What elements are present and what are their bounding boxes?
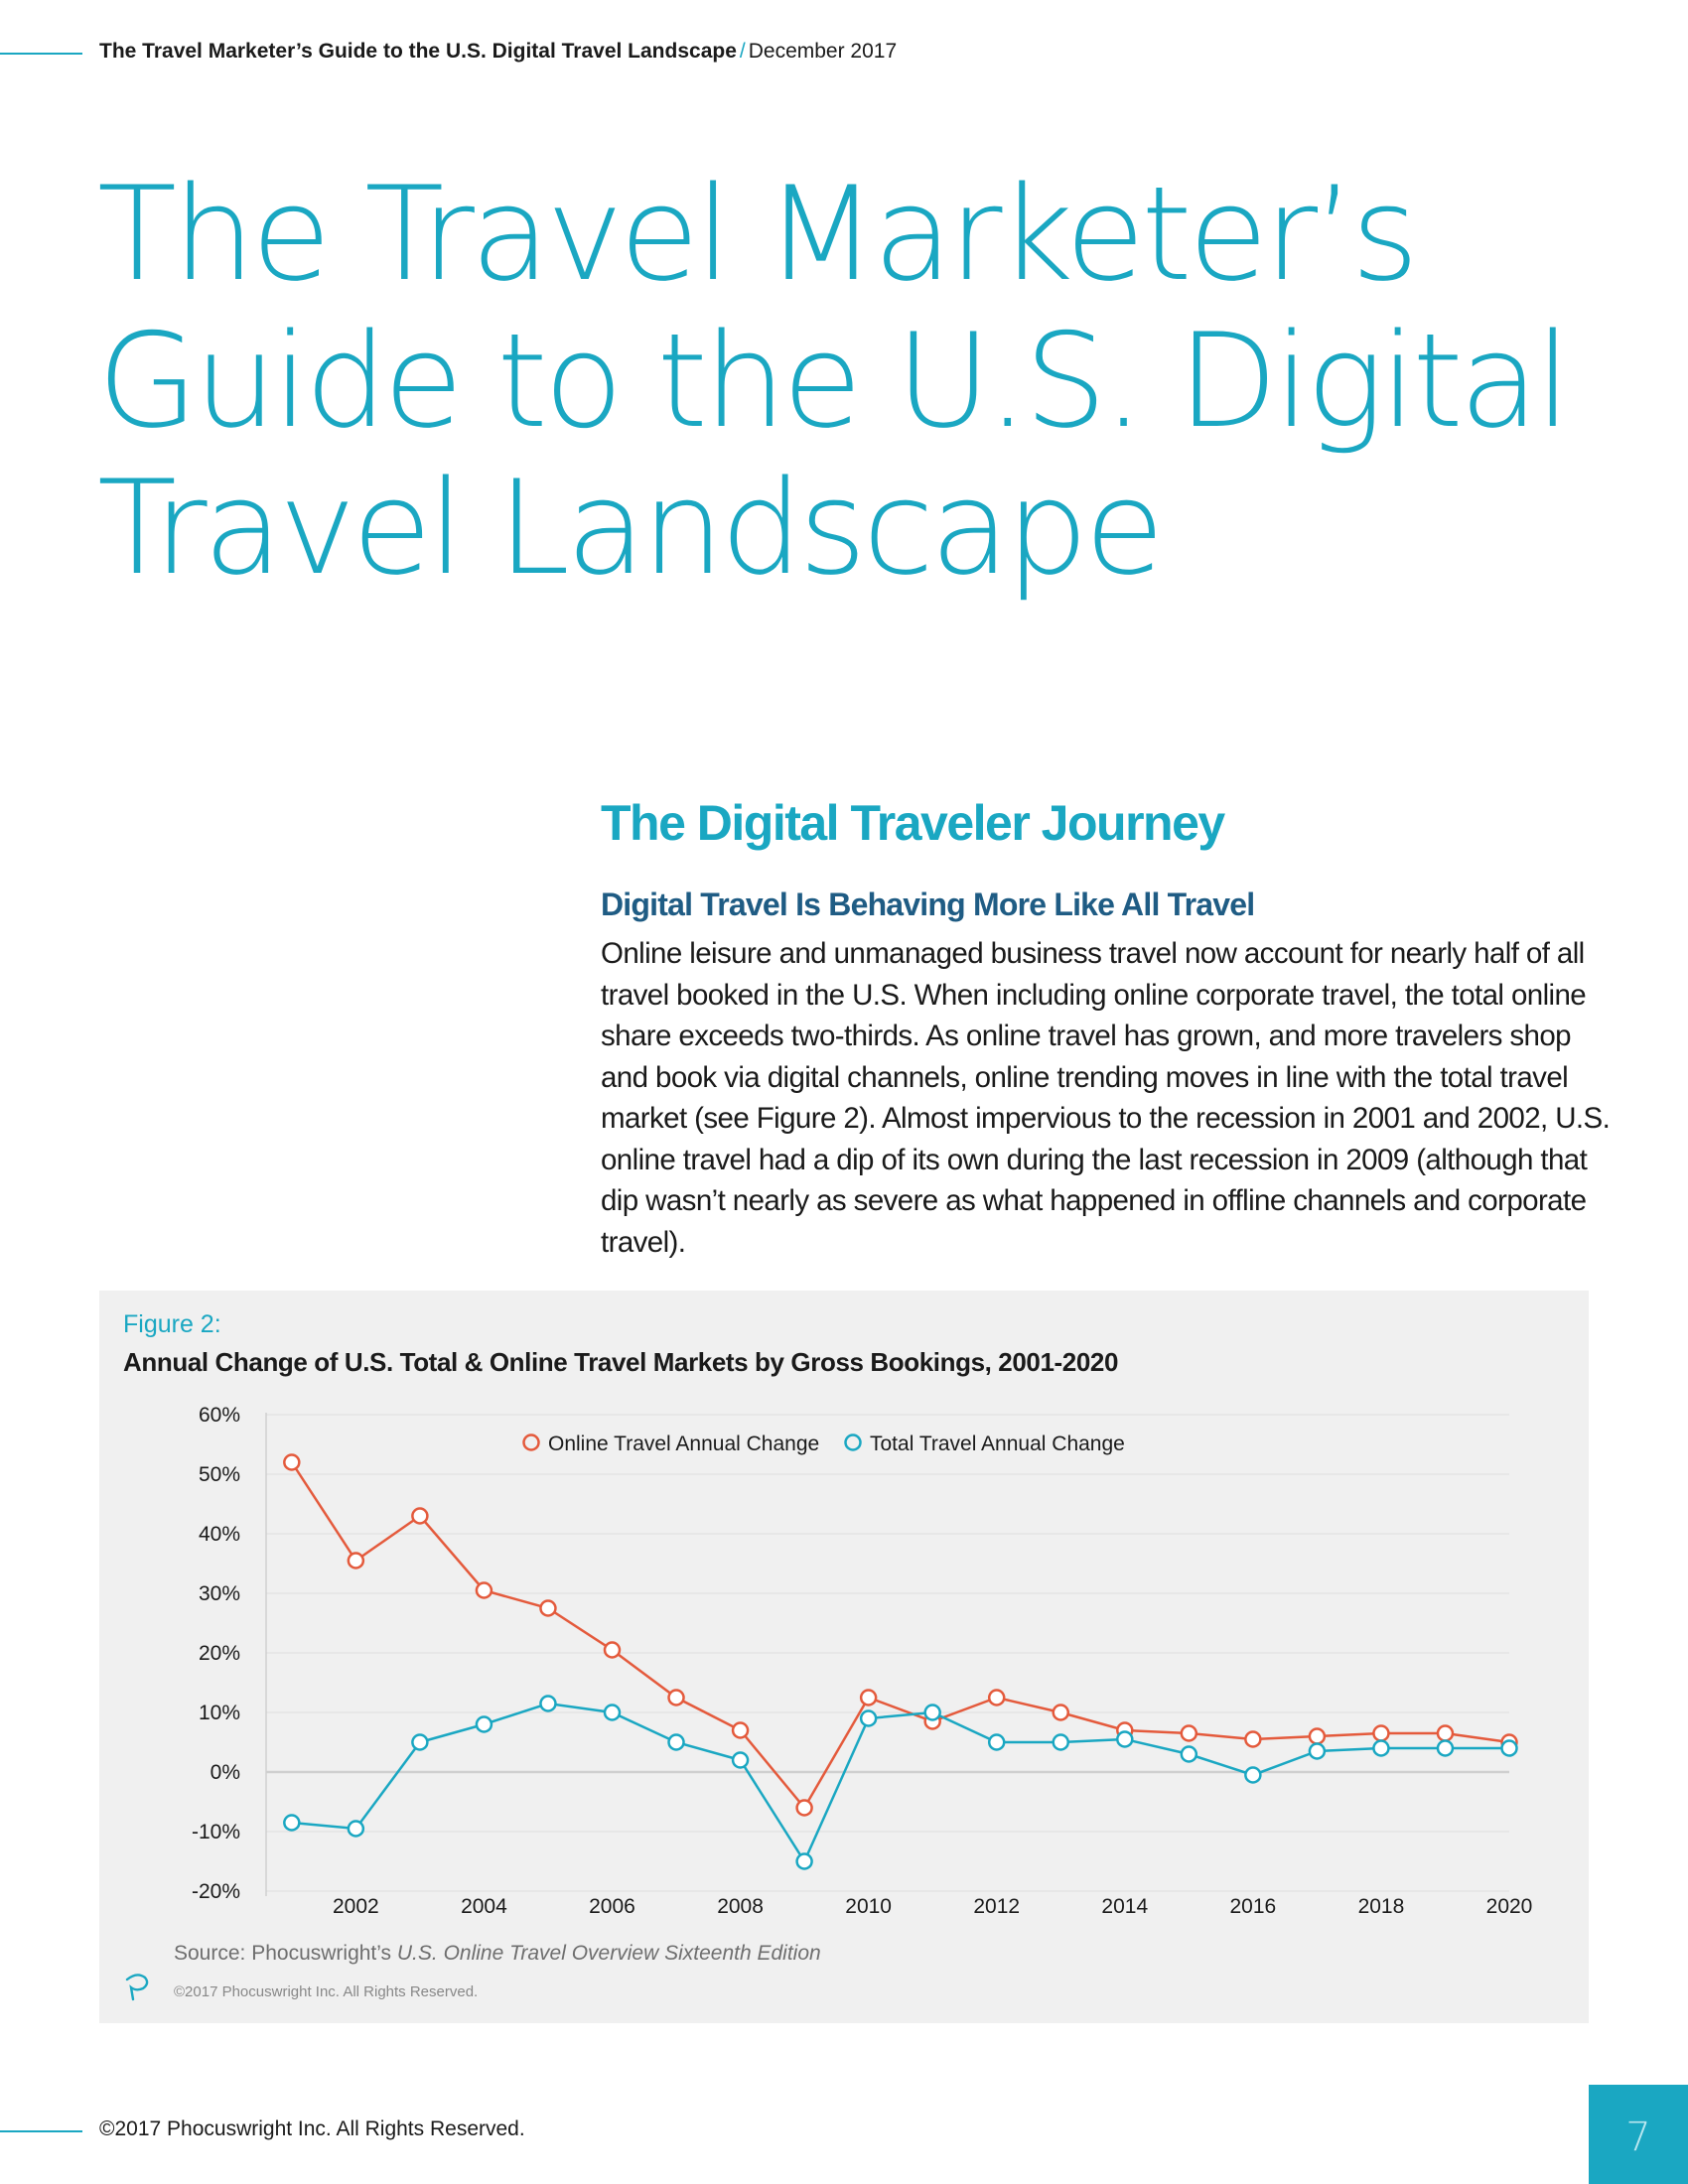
- y-tick-label: 40%: [199, 1523, 240, 1546]
- series-1-point: [347, 1820, 365, 1838]
- section-subtitle: Digital Travel Is Behaving More Like All…: [601, 887, 1255, 922]
- series-1-point: [1436, 1739, 1455, 1757]
- series-1-point: [1180, 1745, 1198, 1763]
- footer-rule: [0, 2130, 82, 2132]
- series-0-point: [347, 1552, 365, 1570]
- figure-source: Source: Phocuswright’s U.S. Online Trave…: [174, 1942, 821, 1966]
- series-1-point: [411, 1733, 429, 1751]
- figure-title: Annual Change of U.S. Total & Online Tra…: [123, 1347, 1119, 1377]
- series-1-point: [987, 1733, 1006, 1751]
- x-tick-label: 2020: [1486, 1895, 1533, 1918]
- header-title: The Travel Marketer’s Guide to the U.S. …: [99, 40, 737, 63]
- legend-label-1: Total Travel Annual Change: [870, 1433, 1125, 1455]
- x-tick-label: 2010: [845, 1895, 892, 1918]
- x-tick-label: 2018: [1358, 1895, 1405, 1918]
- legend-marker-0: [522, 1433, 540, 1451]
- section-title: The Digital Traveler Journey: [601, 795, 1225, 851]
- series-1-point: [539, 1695, 557, 1712]
- line-chart: 60% 50% 40% 30% 20% 10% 0% -10% -20% 2002 2004 2006…: [192, 1404, 1533, 1918]
- series-0-point: [475, 1581, 493, 1599]
- series-1-point: [859, 1709, 878, 1727]
- header-rule: [0, 53, 82, 55]
- y-tick-label: 20%: [199, 1642, 240, 1665]
- series-0-point: [1436, 1724, 1455, 1742]
- y-tick-label: 60%: [199, 1404, 240, 1427]
- series-1-point: [1244, 1766, 1262, 1784]
- series-1-point: [1500, 1739, 1518, 1757]
- series-1-point: [795, 1852, 813, 1870]
- footer-copyright: ©2017 Phocuswright Inc. All Rights Reser…: [99, 2117, 525, 2140]
- series-0-point: [1052, 1704, 1069, 1721]
- page-title: The Travel Marketer’s Guide to the U.S. …: [97, 161, 1636, 602]
- page-title-line-3: Travel Landscape: [97, 452, 1165, 604]
- series-1-point: [1308, 1742, 1327, 1760]
- figure-copyright: ©2017 Phocuswright Inc. All Rights Reser…: [174, 1983, 479, 2000]
- series-0-point: [1180, 1724, 1198, 1742]
- series-1-point: [667, 1733, 685, 1751]
- y-tick-label: 0%: [211, 1761, 240, 1784]
- y-tick-label: -20%: [192, 1880, 240, 1903]
- series-0-point: [1244, 1730, 1262, 1748]
- header-date: December 2017: [748, 40, 898, 63]
- page-number-box: 7: [1589, 2085, 1688, 2184]
- series-0-point: [731, 1721, 750, 1739]
- x-tick-label: 2006: [589, 1895, 635, 1918]
- page-title-line-2: Guide to the U.S. Digital: [97, 305, 1571, 457]
- x-tick-label: 2004: [461, 1895, 507, 1918]
- series-line-1: [291, 1702, 1509, 1864]
- series-1-point: [731, 1751, 750, 1769]
- y-tick-label: 30%: [199, 1582, 240, 1605]
- x-tick-label: 2012: [973, 1895, 1020, 1918]
- series-1-point: [283, 1814, 301, 1832]
- y-tick-label: -10%: [192, 1821, 240, 1843]
- series-1-point: [1372, 1739, 1390, 1757]
- page-number: 7: [1625, 2115, 1651, 2160]
- series-0-point: [795, 1799, 813, 1817]
- section-body: Online leisure and unmanaged business tr…: [601, 937, 1611, 1259]
- figure-source-title: U.S. Online Travel Overview Sixteenth Ed…: [396, 1942, 821, 1965]
- figure-label: Figure 2:: [123, 1310, 221, 1338]
- series-1-point: [603, 1704, 622, 1721]
- running-header: The Travel Marketer’s Guide to the U.S. …: [99, 40, 897, 64]
- series-1-point: [1052, 1733, 1069, 1751]
- x-tick-label: 2016: [1229, 1895, 1276, 1918]
- x-tick-label: 2002: [333, 1895, 379, 1918]
- y-tick-label: 10%: [199, 1702, 240, 1724]
- y-tick-label: 50%: [199, 1463, 240, 1486]
- x-tick-label: 2014: [1101, 1895, 1148, 1918]
- phocuswright-logo-icon: [125, 1974, 149, 2001]
- series-0-point: [603, 1641, 622, 1659]
- series-line-0: [290, 1461, 1510, 1811]
- series-0-point: [539, 1599, 557, 1617]
- figure-panel: Figure 2: Annual Change of U.S. Total & …: [99, 1291, 1589, 2023]
- series-0-point: [667, 1689, 685, 1706]
- series-1-point: [475, 1715, 493, 1733]
- series-0-point: [859, 1689, 878, 1706]
- series-0-point: [987, 1689, 1006, 1706]
- series-0-point: [411, 1507, 429, 1525]
- legend-label-0: Online Travel Annual Change: [548, 1433, 819, 1455]
- series-0-point: [1372, 1724, 1390, 1742]
- x-tick-label: 2008: [717, 1895, 764, 1918]
- series-0-point: [283, 1453, 301, 1471]
- series-0-point: [1308, 1727, 1327, 1745]
- header-separator: /: [739, 40, 746, 63]
- page-title-line-1: The Travel Marketer’s: [97, 158, 1419, 310]
- figure-source-prefix: Source: Phocuswright’s: [174, 1942, 397, 1965]
- legend-marker-1: [844, 1433, 862, 1451]
- series-1-point: [1116, 1730, 1134, 1748]
- series-1-point: [923, 1704, 941, 1721]
